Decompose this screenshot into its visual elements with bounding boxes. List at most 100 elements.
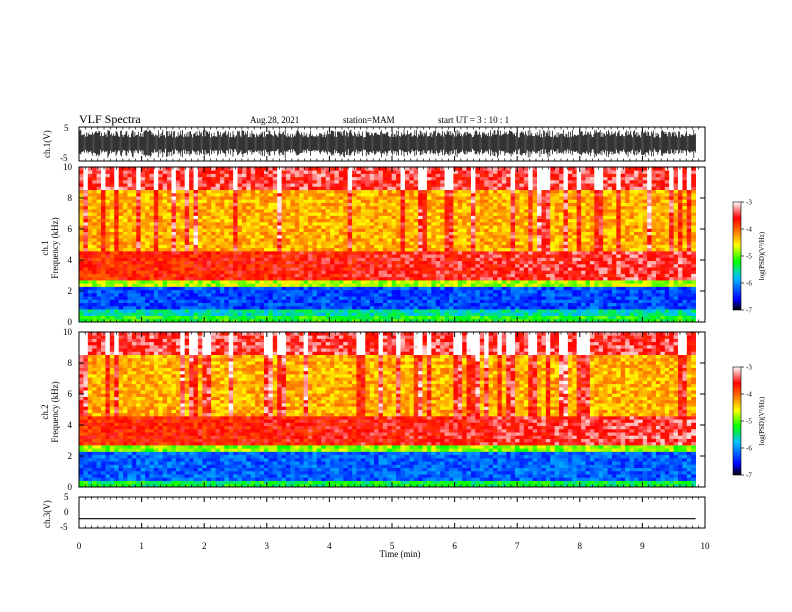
spectrogram-cell: [79, 302, 84, 307]
spectrogram-cell: [506, 309, 512, 313]
spectrogram-cell: [123, 208, 128, 213]
spectrogram-cell: [493, 296, 498, 300]
spectrogram-cell: [466, 318, 472, 323]
spectrogram-cell: [224, 273, 230, 278]
spectrogram-cell: [347, 270, 353, 274]
spectrogram-cell: [290, 296, 296, 300]
spectrogram-cell: [96, 167, 102, 171]
spectrogram-cell: [440, 260, 445, 265]
spectrogram-cell: [167, 250, 172, 255]
spectrogram-cell: [497, 176, 503, 181]
spectrogram-cell: [224, 276, 230, 281]
spectrogram-cell: [391, 296, 397, 300]
spectrogram-cell: [418, 212, 423, 216]
spectrogram-cell: [422, 179, 428, 184]
spectrogram-cell: [338, 241, 344, 245]
spectrogram-cell: [352, 296, 357, 300]
spectrogram-cell: [197, 192, 203, 197]
spectrogram-cell: [418, 244, 423, 249]
spectrogram-cell: [193, 244, 199, 249]
spectrogram-cell: [453, 170, 459, 174]
spectrogram-cell: [87, 221, 93, 226]
spectrogram-cell: [96, 299, 102, 304]
spectrogram-cell: [506, 189, 512, 194]
spectrogram-cell: [312, 225, 318, 229]
spectrogram-cell: [418, 270, 423, 274]
spectrogram-cell: [501, 225, 507, 229]
spectrogram-cell: [153, 296, 159, 300]
spectrogram-cell: [413, 263, 419, 268]
spectrogram-cell: [140, 186, 146, 191]
spectrogram-cell: [79, 250, 84, 255]
spectrogram-cell: [189, 199, 194, 203]
spectrogram-cell: [105, 179, 111, 184]
spectrogram-cell: [523, 208, 529, 213]
spectrogram-cell: [365, 305, 371, 310]
spectrogram-cell: [219, 176, 225, 181]
spectrogram-cell: [325, 318, 331, 323]
spectrogram-cell: [382, 263, 388, 268]
spectrogram-cell: [118, 302, 124, 307]
spectrogram-cell: [453, 270, 459, 274]
spectrogram-cell: [145, 276, 150, 281]
spectrogram-cell: [312, 218, 318, 223]
spectrogram-cell: [149, 167, 155, 171]
spectrogram-cell: [488, 205, 494, 210]
spectrogram-cell: [523, 238, 529, 242]
spectrogram-cell: [360, 286, 366, 291]
spectrogram-cell: [343, 176, 349, 181]
spectrogram-cell: [215, 312, 221, 316]
spectrogram-cell: [457, 205, 463, 210]
spectrogram-cell: [96, 179, 102, 184]
spectrogram-cell: [330, 215, 335, 220]
spectrogram-cell: [440, 173, 445, 178]
spectrogram-cell: [523, 189, 529, 194]
spectrogram-cell: [488, 244, 494, 249]
spectrogram-cell: [382, 192, 388, 197]
spectrogram-cell: [149, 199, 155, 203]
spectrogram-cell: [466, 234, 472, 239]
spectrogram-cell: [162, 241, 168, 245]
spectrogram-cell: [171, 247, 177, 252]
spectrogram-cell: [532, 292, 538, 297]
spectrogram-cell: [241, 283, 247, 287]
spectrogram-cell: [224, 231, 230, 236]
spectrogram-cell: [202, 231, 208, 236]
spectrogram-cell: [312, 183, 318, 187]
spectrogram-cell: [162, 173, 168, 178]
spectrogram-cell: [435, 305, 441, 310]
spectrogram-cell: [493, 231, 498, 236]
spectrogram-cell: [316, 228, 322, 232]
spectrogram-cell: [114, 276, 120, 281]
spectrogram-cell: [334, 244, 340, 249]
spectrogram-cell: [211, 208, 216, 213]
spectrogram-cell: [96, 257, 102, 262]
spectrogram-cell: [312, 202, 318, 207]
spectrogram-cell: [219, 315, 225, 320]
spectrogram-cell: [193, 212, 199, 216]
spectrogram-cell: [338, 273, 344, 278]
spectrogram-cell: [316, 280, 322, 284]
spectrogram-cell: [382, 296, 388, 300]
spectrogram-cell: [233, 241, 238, 245]
spectrogram-cell: [413, 167, 419, 171]
spectrogram-cell: [250, 234, 256, 239]
spectrogram-cell: [462, 254, 467, 258]
spectrogram-cell: [343, 241, 349, 245]
spectrogram-cell: [501, 312, 507, 316]
spectrogram-cell: [488, 263, 494, 268]
spectrogram-cell: [171, 234, 177, 239]
spectrogram-cell: [175, 183, 181, 187]
spectrogram-cell: [418, 302, 423, 307]
spectrogram-cell: [396, 257, 401, 262]
spectrogram-cell: [127, 309, 133, 313]
spectrogram-cell: [334, 276, 340, 281]
spectrogram-cell: [374, 260, 379, 265]
spectrogram-cell: [114, 250, 120, 255]
spectrogram-cell: [153, 205, 159, 210]
spectrogram-cell: [202, 302, 208, 307]
spectrogram-cell: [224, 299, 230, 304]
spectrogram-cell: [162, 212, 168, 216]
spectrogram-cell: [374, 176, 379, 181]
spectrogram-cell: [470, 199, 476, 203]
